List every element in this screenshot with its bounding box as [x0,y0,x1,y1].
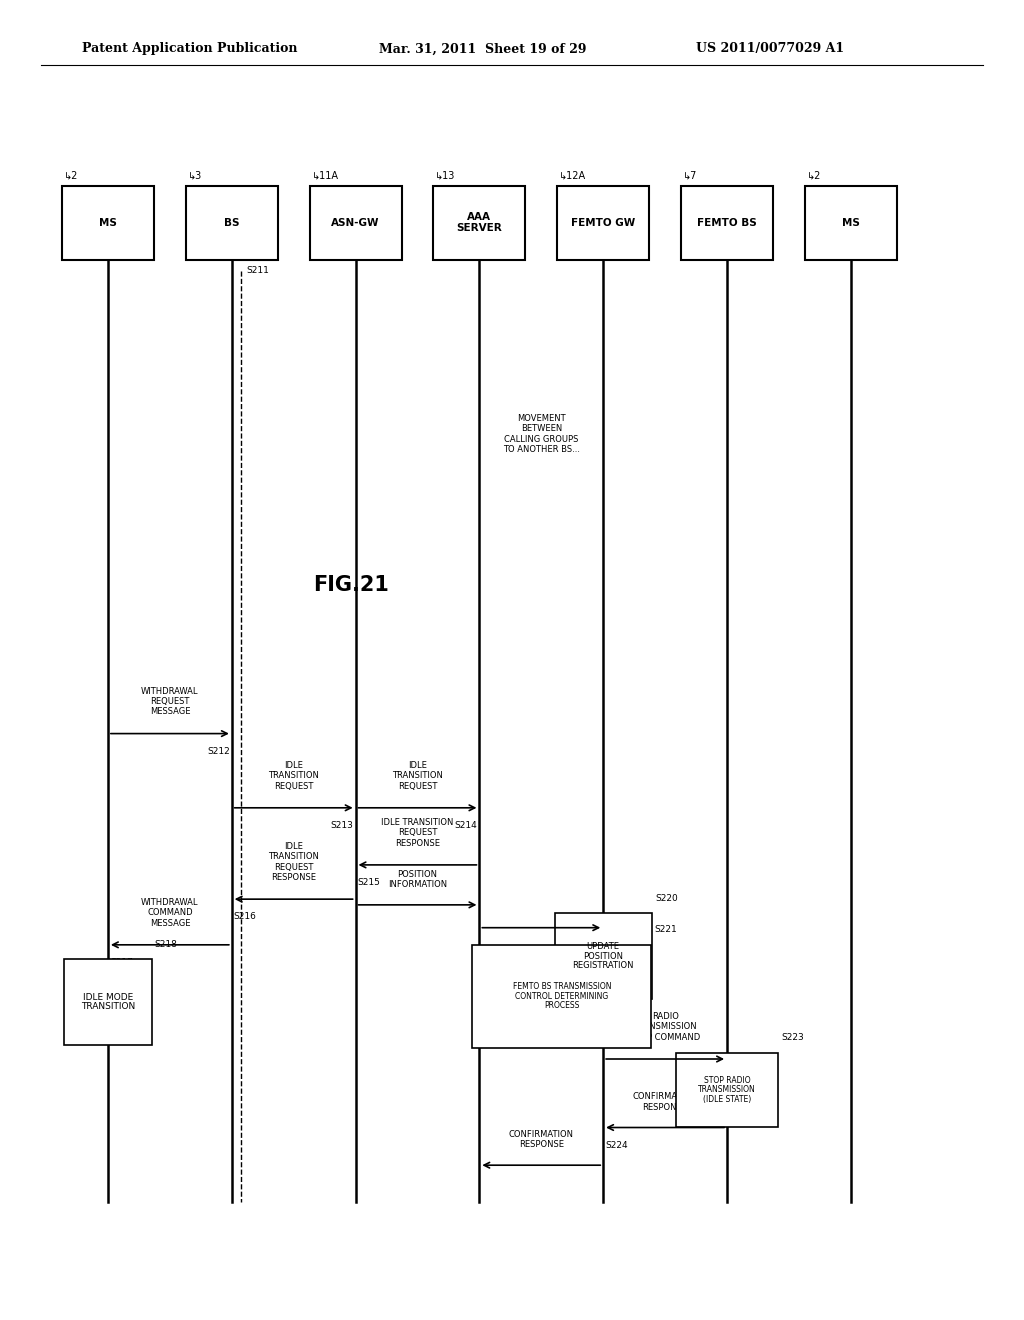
Text: S224: S224 [605,1140,628,1150]
Text: S217: S217 [110,958,133,968]
Bar [472,945,651,1048]
Text: S214: S214 [455,821,477,830]
Text: ↳7: ↳7 [683,170,697,181]
Bar [61,186,154,260]
Text: IDLE MODE
TRANSITION: IDLE MODE TRANSITION [81,993,135,1011]
Text: ↳3: ↳3 [187,170,202,181]
Text: S211: S211 [247,265,269,275]
Text: UPDATE
POSITION
REGISTRATION: UPDATE POSITION REGISTRATION [572,942,634,970]
Text: S220: S220 [655,894,678,903]
Text: MS: MS [99,218,117,227]
Text: ASN-GW: ASN-GW [332,218,380,227]
Text: S223: S223 [781,1034,804,1043]
Text: FEMTO BS: FEMTO BS [697,218,757,227]
Bar [185,186,278,260]
Text: S216: S216 [233,912,257,921]
Bar [681,186,773,260]
Text: S213: S213 [331,821,353,830]
Text: MS: MS [842,218,860,227]
Bar [65,960,152,1044]
Text: FEMTO GW: FEMTO GW [571,218,635,227]
Text: Mar. 31, 2011  Sheet 19 of 29: Mar. 31, 2011 Sheet 19 of 29 [379,42,587,55]
Bar [309,186,401,260]
Text: RADIO
TRANSMISSION
STOP COMMAND: RADIO TRANSMISSION STOP COMMAND [630,1012,700,1041]
Text: S212: S212 [207,747,229,756]
Text: IDLE TRANSITION
REQUEST
RESPONSE: IDLE TRANSITION REQUEST RESPONSE [381,818,454,847]
Text: MOVEMENT
BETWEEN
CALLING GROUPS
TO ANOTHER BS...: MOVEMENT BETWEEN CALLING GROUPS TO ANOTH… [503,414,580,454]
Text: FIG.21: FIG.21 [313,576,389,595]
Text: S221: S221 [654,925,677,935]
Text: S218: S218 [155,940,177,949]
Text: S222: S222 [702,1072,725,1081]
Text: AAA
SERVER: AAA SERVER [457,211,502,234]
Bar [555,913,652,999]
Text: US 2011/0077029 A1: US 2011/0077029 A1 [696,42,845,55]
Text: ↳11A: ↳11A [311,170,339,181]
Text: WITHDRAWAL
COMMAND
MESSAGE: WITHDRAWAL COMMAND MESSAGE [141,898,199,928]
Text: Patent Application Publication: Patent Application Publication [82,42,297,55]
Text: BS: BS [224,218,240,227]
Text: S220A: S220A [569,985,598,994]
Text: FEMTO BS TRANSMISSION
CONTROL DETERMINING
PROCESS: FEMTO BS TRANSMISSION CONTROL DETERMININ… [513,982,611,1010]
Text: ↳13: ↳13 [435,170,456,181]
Text: CONFIRMATION
RESPONSE: CONFIRMATION RESPONSE [633,1092,697,1111]
Text: S215: S215 [357,878,381,887]
Text: IDLE
TRANSITION
REQUEST: IDLE TRANSITION REQUEST [392,760,443,791]
Text: STOP RADIO
TRANSMISSION
(IDLE STATE): STOP RADIO TRANSMISSION (IDLE STATE) [698,1076,756,1104]
Text: ↳12A: ↳12A [559,170,587,181]
Text: IDLE
TRANSITION
REQUEST
RESPONSE: IDLE TRANSITION REQUEST RESPONSE [268,842,319,882]
Text: CONFIRMATION
RESPONSE: CONFIRMATION RESPONSE [509,1130,573,1150]
Text: ↳2: ↳2 [807,170,821,181]
Text: WITHDRAWAL
REQUEST
MESSAGE: WITHDRAWAL REQUEST MESSAGE [141,686,199,717]
Text: POSITION
INFORMATION: POSITION INFORMATION [388,870,447,888]
Bar [676,1053,778,1127]
Text: S219: S219 [579,941,601,950]
Bar [557,186,649,260]
Text: ↳2: ↳2 [63,170,78,181]
Bar [805,186,897,260]
Bar [433,186,525,260]
Text: IDLE
TRANSITION
REQUEST: IDLE TRANSITION REQUEST [268,760,319,791]
